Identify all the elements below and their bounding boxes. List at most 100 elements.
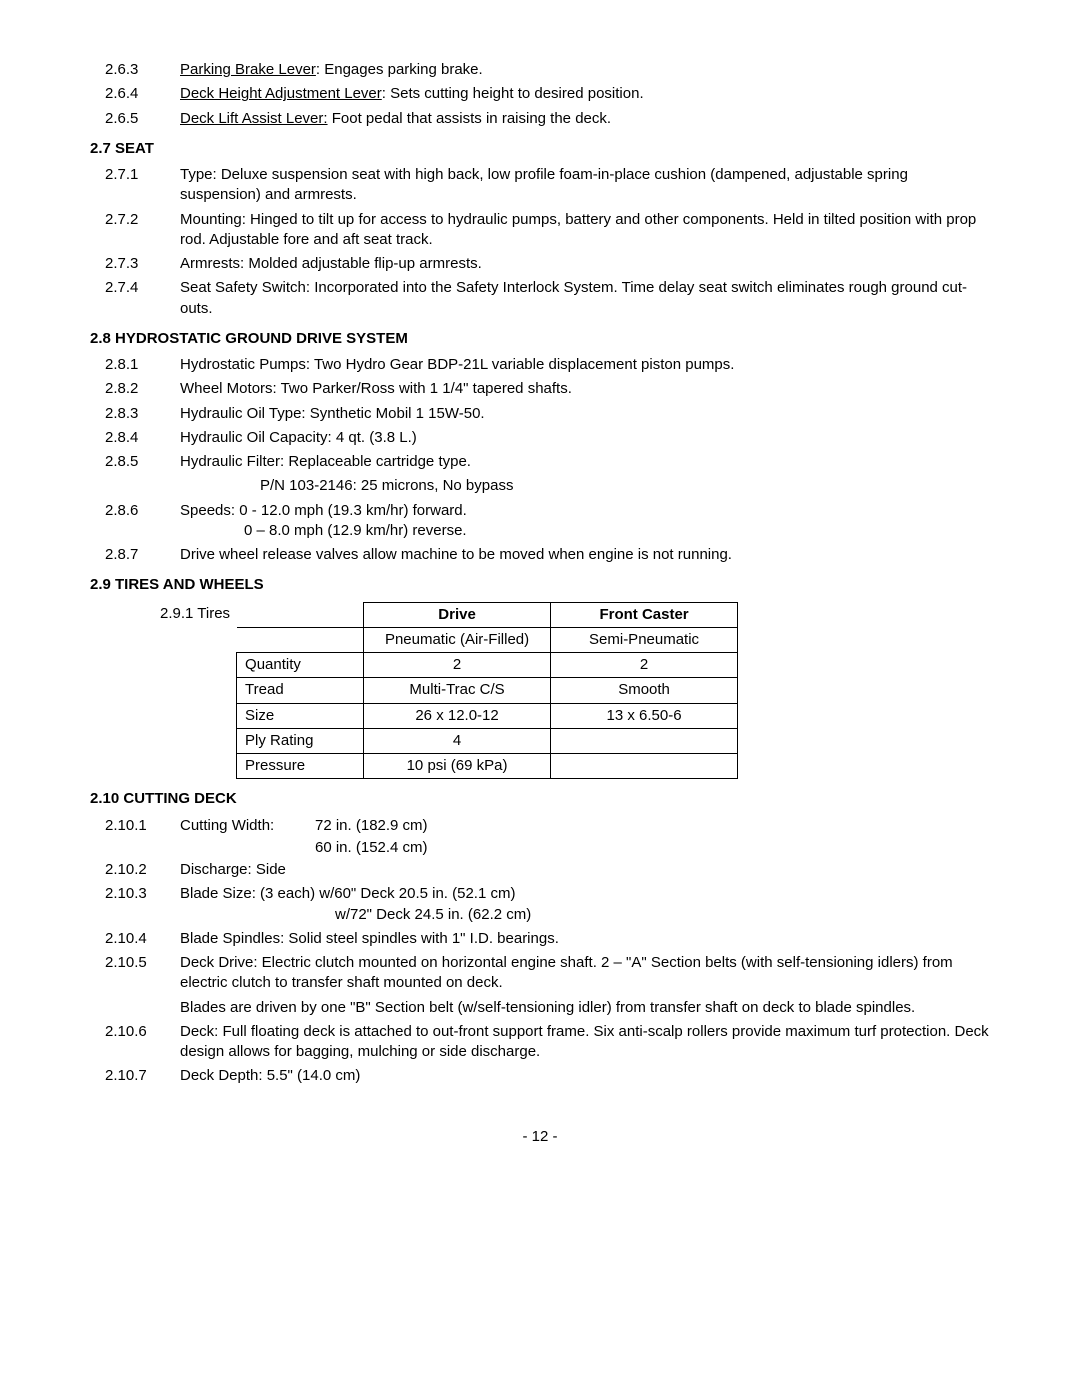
item-text: Mounting: Hinged to tilt up for access t… (180, 210, 990, 251)
item-text: Deck Lift Assist Lever: Foot pedal that … (180, 109, 990, 129)
blade-line-1: Blade Size: (3 each) w/60" Deck 20.5 in.… (180, 884, 990, 904)
cell: Multi-Trac C/S (364, 678, 551, 703)
item-number: 2.10.6 (90, 1022, 180, 1063)
item-2-6-3: 2.6.3 Parking Brake Lever: Engages parki… (90, 60, 990, 80)
item-text: Deck Height Adjustment Lever: Sets cutti… (180, 84, 990, 104)
row-label: Ply Rating (237, 728, 364, 753)
item-text: Hydraulic Filter: Replaceable cartridge … (180, 452, 990, 472)
row-label: Size (237, 703, 364, 728)
table-row: Quantity 2 2 (160, 653, 738, 678)
item-rest: : Sets cutting height to desired positio… (382, 85, 644, 102)
item-text: Hydrostatic Pumps: Two Hydro Gear BDP-21… (180, 355, 990, 375)
item-2-8-2: 2.8.2Wheel Motors: Two Parker/Ross with … (90, 379, 990, 399)
heading-2-8: 2.8 HYDROSTATIC GROUND DRIVE SYSTEM (90, 329, 990, 349)
cell (551, 754, 738, 779)
item-2-10-3: 2.10.3 Blade Size: (3 each) w/60" Deck 2… (90, 884, 990, 925)
item-2-8-1: 2.8.1Hydrostatic Pumps: Two Hydro Gear B… (90, 355, 990, 375)
table-row: 2.9.1 Tires Drive Front Caster (160, 602, 738, 627)
item-number: 2.8.1 (90, 355, 180, 375)
item-label: Deck Lift Assist Lever: (180, 110, 328, 127)
item-number: 2.10.7 (90, 1066, 180, 1086)
table-row: Pressure 10 psi (69 kPa) (160, 754, 738, 779)
cutting-width-line-2: 60 in. (152.4 cm) (90, 838, 990, 858)
item-number: 2.6.4 (90, 84, 180, 104)
item-text: Discharge: Side (180, 860, 990, 880)
item-number: 2.8.7 (90, 545, 180, 565)
item-text: Blade Size: (3 each) w/60" Deck 20.5 in.… (180, 884, 990, 925)
item-number: 2.8.5 (90, 452, 180, 472)
item-2-8-7: 2.8.7Drive wheel release valves allow ma… (90, 545, 990, 565)
item-2-7-2: 2.7.2 Mounting: Hinged to tilt up for ac… (90, 210, 990, 251)
cell: 26 x 12.0-12 (364, 703, 551, 728)
section-2-6-items: 2.6.3 Parking Brake Lever: Engages parki… (90, 60, 990, 129)
item-text: Speeds: 0 - 12.0 mph (19.3 km/hr) forwar… (180, 501, 990, 542)
item-number: 2.8.6 (90, 501, 180, 542)
item-2-10-4: 2.10.4Blade Spindles: Solid steel spindl… (90, 929, 990, 949)
item-text: Deck: Full floating deck is attached to … (180, 1022, 990, 1063)
cell: 2 (551, 653, 738, 678)
item-2-10-2: 2.10.2Discharge: Side (90, 860, 990, 880)
item-number: 2.8.4 (90, 428, 180, 448)
col-drive: Drive (364, 602, 551, 627)
table-row: Size 26 x 12.0-12 13 x 6.50-6 (160, 703, 738, 728)
tires-lead: 2.9.1 Tires (160, 602, 237, 779)
item-2-10-5: 2.10.5Deck Drive: Electric clutch mounte… (90, 953, 990, 994)
item-number: 2.10.2 (90, 860, 180, 880)
item-2-7-4: 2.7.4 Seat Safety Switch: Incorporated i… (90, 278, 990, 319)
item-2-10-6: 2.10.6Deck: Full floating deck is attach… (90, 1022, 990, 1063)
cell: 2 (364, 653, 551, 678)
item-2-8-5: 2.8.5Hydraulic Filter: Replaceable cartr… (90, 452, 990, 472)
deck-drive-extra: Blades are driven by one "B" Section bel… (180, 998, 990, 1018)
item-2-6-4: 2.6.4 Deck Height Adjustment Lever: Sets… (90, 84, 990, 104)
cutting-width-label: Cutting Width: (180, 816, 315, 836)
heading-2-7: 2.7 SEAT (90, 139, 990, 159)
item-text: Parking Brake Lever: Engages parking bra… (180, 60, 990, 80)
heading-2-10: 2.10 CUTTING DECK (90, 789, 990, 809)
item-number: 2.6.5 (90, 109, 180, 129)
item-number: 2.7.4 (90, 278, 180, 319)
item-number: 2.10.3 (90, 884, 180, 925)
row-label: Pressure (237, 754, 364, 779)
item-number: 2.10.5 (90, 953, 180, 994)
filter-pn-line: P/N 103-2146: 25 microns, No bypass (260, 476, 990, 496)
cell: Pneumatic (Air-Filled) (364, 627, 551, 652)
speeds-line-2: 0 – 8.0 mph (12.9 km/hr) reverse. (180, 521, 990, 541)
table-row: Ply Rating 4 (160, 728, 738, 753)
item-2-8-6: 2.8.6 Speeds: 0 - 12.0 mph (19.3 km/hr) … (90, 501, 990, 542)
item-rest: Foot pedal that assists in raising the d… (328, 110, 611, 127)
item-number: 2.7.3 (90, 254, 180, 274)
item-number: 2.7.1 (90, 165, 180, 206)
item-number: 2.10.1 (90, 816, 180, 836)
heading-2-9: 2.9 TIRES AND WHEELS (90, 575, 990, 595)
item-number: 2.8.2 (90, 379, 180, 399)
item-text: Seat Safety Switch: Incorporated into th… (180, 278, 990, 319)
item-label: Parking Brake Lever (180, 61, 316, 78)
item-2-7-3: 2.7.3 Armrests: Molded adjustable flip-u… (90, 254, 990, 274)
item-text: Blade Spindles: Solid steel spindles wit… (180, 929, 990, 949)
tires-table: 2.9.1 Tires Drive Front Caster Pneumatic… (160, 602, 738, 780)
table-row: Pneumatic (Air-Filled) Semi-Pneumatic (160, 627, 738, 652)
col-front-caster: Front Caster (551, 602, 738, 627)
cell: 13 x 6.50-6 (551, 703, 738, 728)
cell (551, 728, 738, 753)
item-2-10-7: 2.10.7Deck Depth: 5.5" (14.0 cm) (90, 1066, 990, 1086)
table-row: Tread Multi-Trac C/S Smooth (160, 678, 738, 703)
cell: 4 (364, 728, 551, 753)
speeds-line-1: Speeds: 0 - 12.0 mph (19.3 km/hr) forwar… (180, 501, 990, 521)
item-text: Armrests: Molded adjustable flip-up armr… (180, 254, 990, 274)
item-text: Type: Deluxe suspension seat with high b… (180, 165, 990, 206)
row-label: Quantity (237, 653, 364, 678)
item-2-8-4: 2.8.4Hydraulic Oil Capacity: 4 qt. (3.8 … (90, 428, 990, 448)
item-2-6-5: 2.6.5 Deck Lift Assist Lever: Foot pedal… (90, 109, 990, 129)
item-number: 2.10.4 (90, 929, 180, 949)
item-number: 2.7.2 (90, 210, 180, 251)
item-number: 2.8.3 (90, 404, 180, 424)
blade-line-2: w/72" Deck 24.5 in. (62.2 cm) (180, 905, 990, 925)
cell: Smooth (551, 678, 738, 703)
page-number: - 12 - (90, 1127, 990, 1147)
item-number: 2.6.3 (90, 60, 180, 80)
cell: Semi-Pneumatic (551, 627, 738, 652)
item-2-8-3: 2.8.3Hydraulic Oil Type: Synthetic Mobil… (90, 404, 990, 424)
item-2-10-1: 2.10.1 Cutting Width: 72 in. (182.9 cm) (90, 816, 990, 836)
item-rest: : Engages parking brake. (316, 61, 483, 78)
